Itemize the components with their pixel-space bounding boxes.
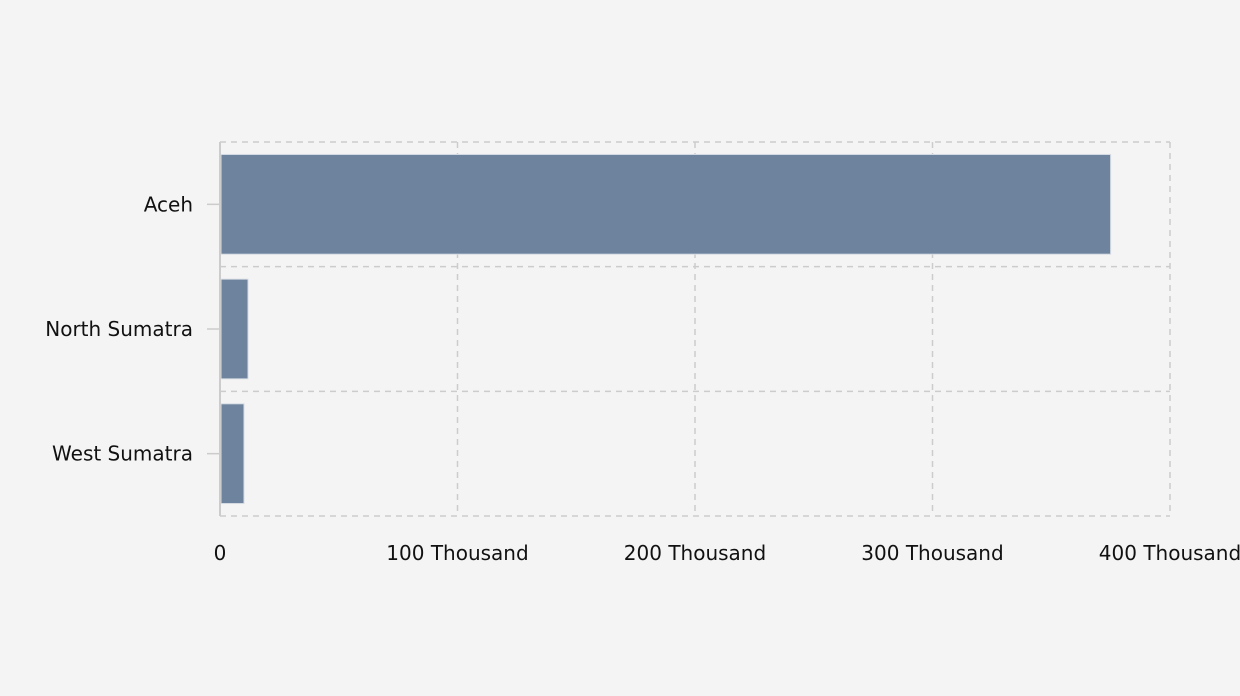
x-tick-label: 400 Thousand xyxy=(1099,541,1240,565)
y-tick-label: North Sumatra xyxy=(45,317,193,341)
y-tick-label: West Sumatra xyxy=(52,442,193,466)
grid xyxy=(220,141,1171,517)
y-axis: Aceh North Sumatra West Sumatra xyxy=(45,142,221,516)
x-tick-label: 100 Thousand xyxy=(386,541,528,565)
x-tick-label: 200 Thousand xyxy=(624,541,766,565)
bar-aceh xyxy=(220,153,1112,255)
y-tick-label: Aceh xyxy=(144,192,193,216)
x-tick-label: 0 xyxy=(214,541,227,565)
bars xyxy=(220,153,1112,505)
x-axis: 0 100 Thousand 200 Thousand 300 Thousand 400… xyxy=(214,541,1240,565)
bar-north-sumatra xyxy=(220,278,249,380)
bar-west-sumatra xyxy=(220,403,245,505)
x-tick-label: 300 Thousand xyxy=(861,541,1003,565)
